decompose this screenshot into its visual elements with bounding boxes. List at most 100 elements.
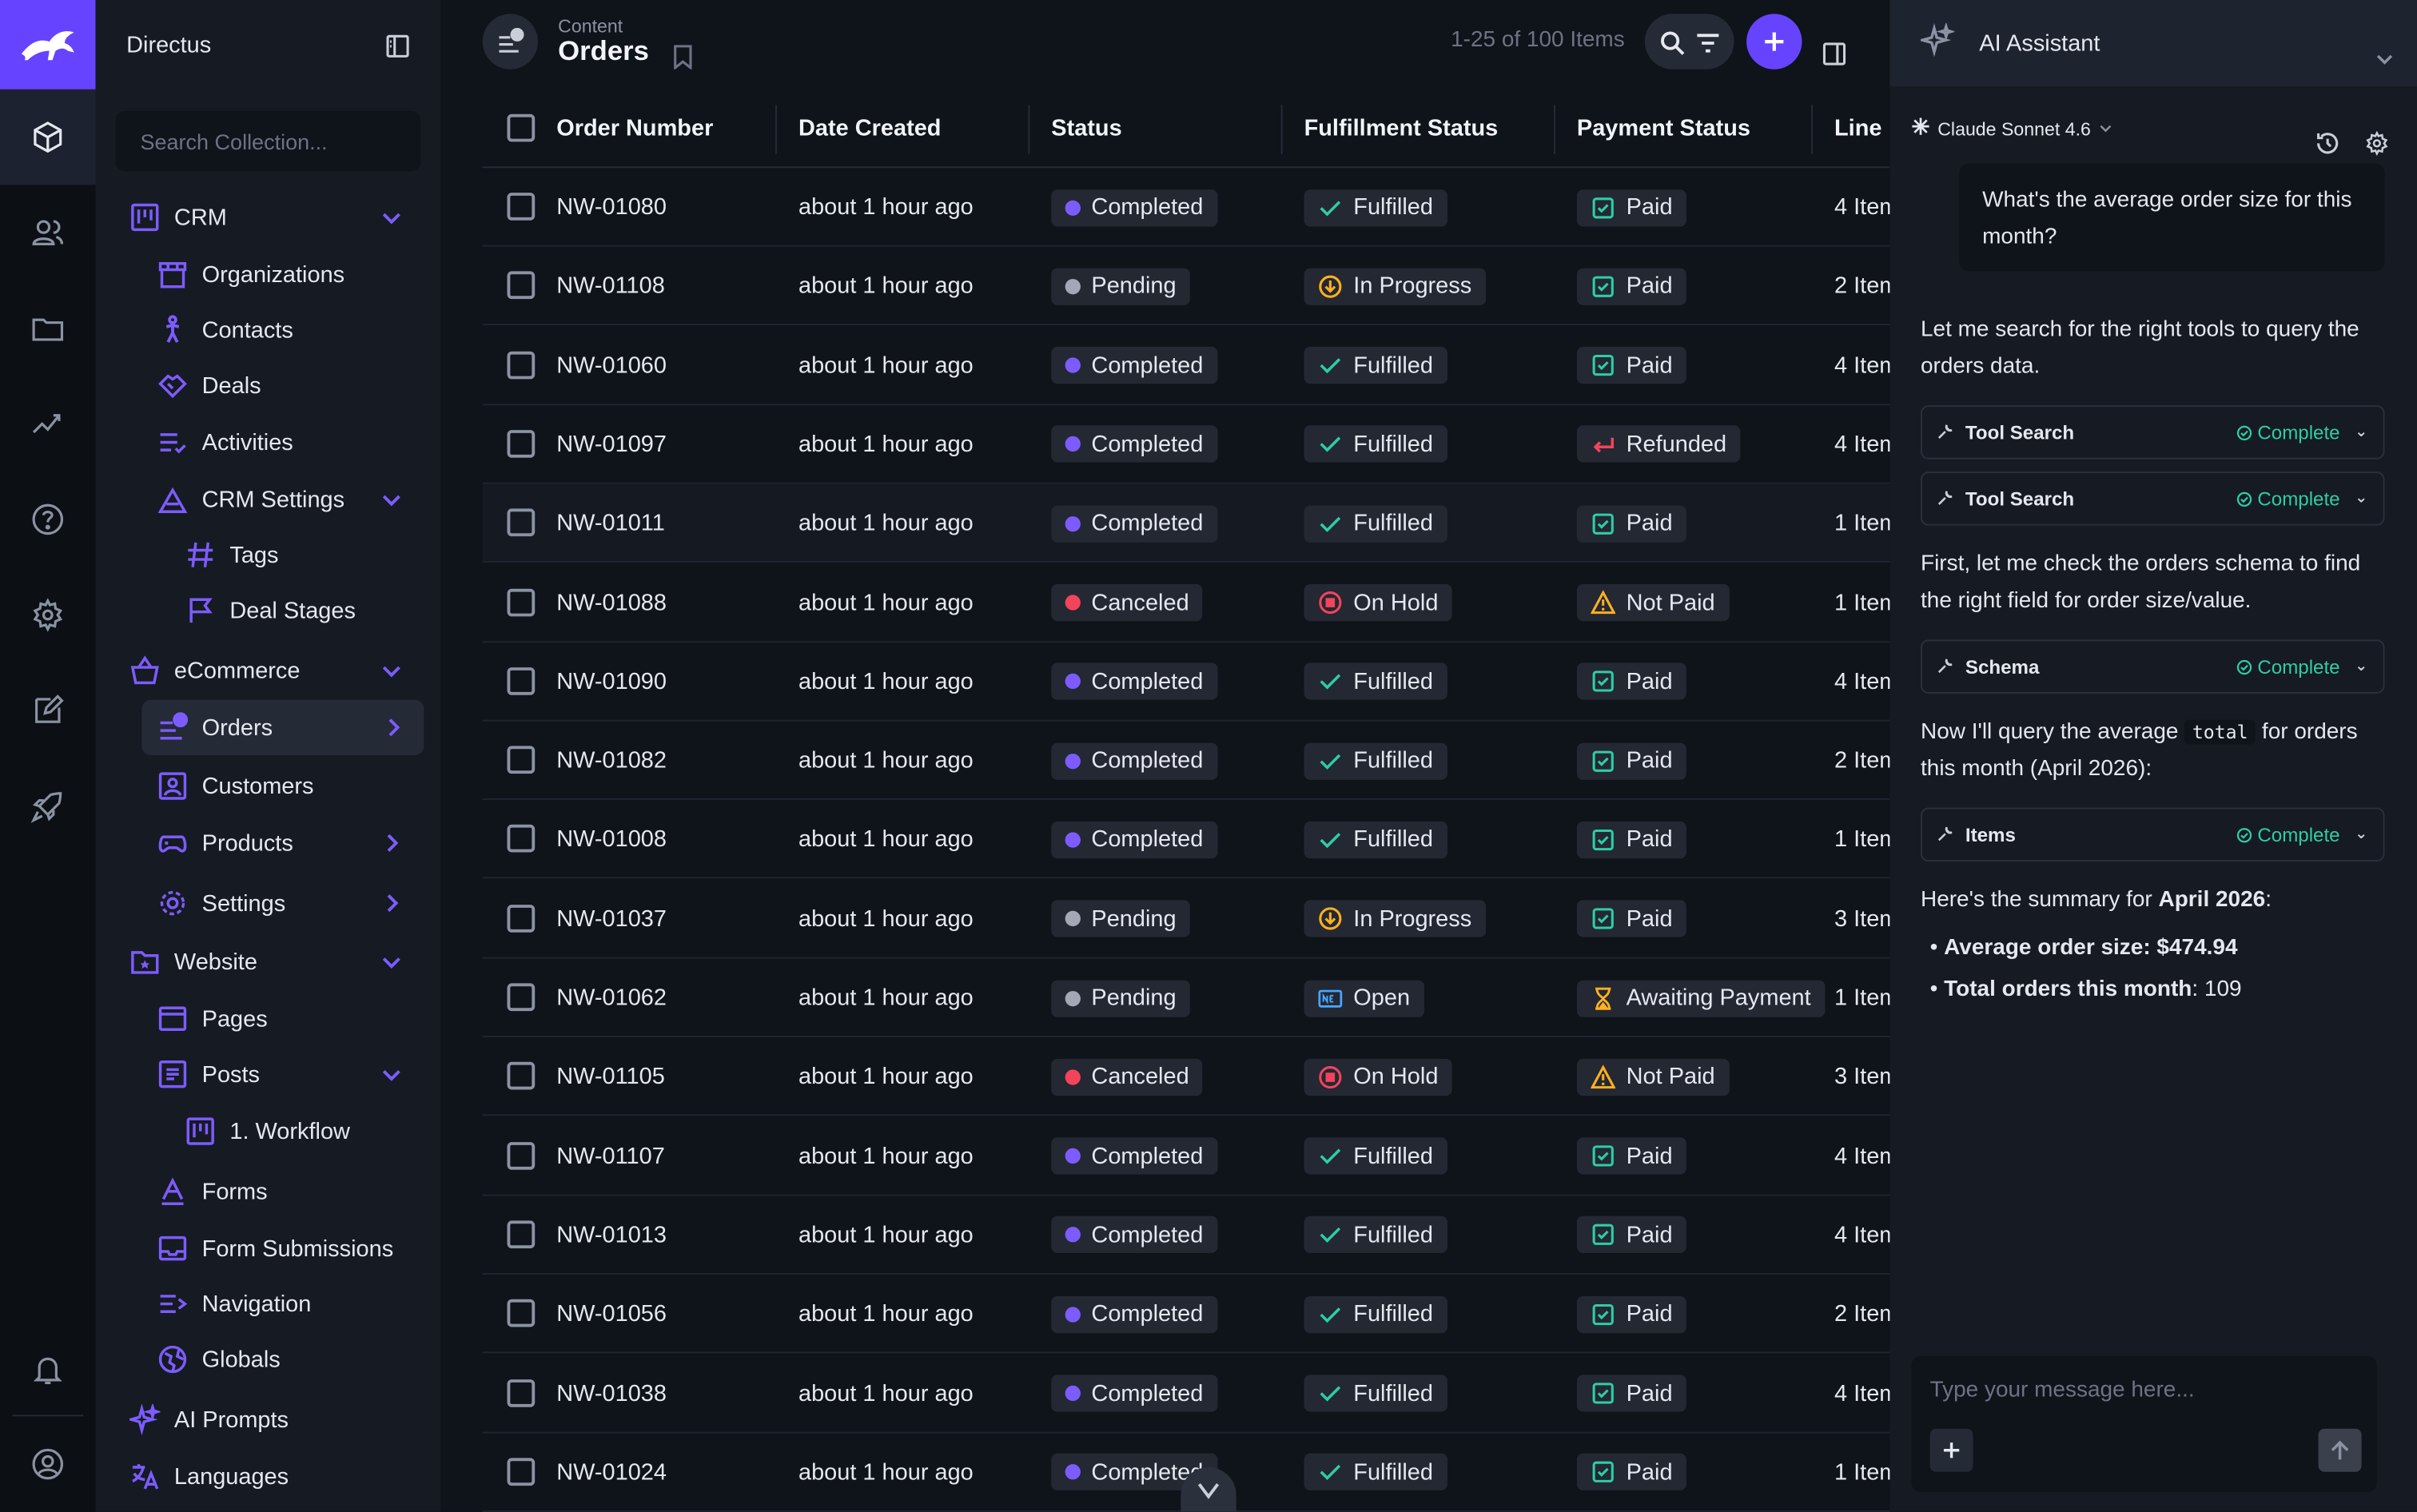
tool-call-card[interactable]: Items Complete ⌄ — [1920, 807, 2385, 862]
filter-icon[interactable] — [1694, 16, 1719, 67]
row-checkbox[interactable] — [507, 1062, 536, 1091]
select-all-header[interactable] — [483, 90, 536, 166]
table-row[interactable]: NW-01105 about 1 hour ago Canceled On Hold N… — [482, 1038, 1890, 1116]
nav-item-pages[interactable]: Pages — [96, 991, 441, 1046]
chevron-down-icon[interactable] — [379, 949, 404, 974]
send-button[interactable] — [2318, 1428, 2362, 1472]
nav-item-deal-stages[interactable]: Deal Stages — [96, 583, 441, 638]
rocket-module-icon[interactable] — [0, 758, 96, 854]
table-row[interactable]: NW-01097 about 1 hour ago Completed Fulfill… — [482, 405, 1890, 484]
row-checkbox[interactable] — [507, 587, 536, 616]
row-checkbox[interactable] — [507, 429, 536, 458]
row-checkbox[interactable] — [507, 1299, 536, 1327]
nav-item-activities[interactable]: Activities — [96, 415, 441, 470]
files-module-icon[interactable] — [0, 281, 96, 376]
collection-search-input[interactable]: Search Collection... — [115, 110, 421, 172]
row-checkbox[interactable] — [507, 1458, 536, 1486]
sidebar-panel-icon[interactable] — [1822, 28, 1847, 79]
search-icon[interactable] — [1659, 16, 1684, 67]
column-divider[interactable] — [1811, 105, 1813, 154]
breadcrumb[interactable]: Content — [558, 15, 623, 38]
tool-call-card[interactable]: Tool Search Complete ⌄ — [1920, 405, 2385, 460]
table-row[interactable]: NW-01060 about 1 hour ago Completed Fulfill… — [482, 326, 1890, 405]
nav-item-form-submissions[interactable]: Form Submissions — [96, 1220, 441, 1275]
table-row[interactable]: NW-01024 about 1 hour ago Completed Fulfill… — [482, 1433, 1890, 1512]
row-checkbox[interactable] — [507, 983, 536, 1012]
chevron-down-icon[interactable] — [379, 205, 404, 229]
directus-logo[interactable] — [0, 0, 96, 90]
chevron-down-icon[interactable]: ⌄ — [2355, 826, 2368, 843]
nav-item-languages[interactable]: Languages — [96, 1449, 441, 1504]
add-item-button[interactable] — [1746, 14, 1802, 70]
table-row[interactable]: NW-01062 about 1 hour ago Pending Open Await… — [482, 959, 1890, 1037]
user-avatar-icon[interactable] — [0, 1416, 96, 1512]
chevron-down-icon[interactable] — [379, 658, 404, 682]
table-row[interactable]: NW-01038 about 1 hour ago Completed Fulfill… — [482, 1354, 1890, 1433]
table-row[interactable]: NW-01011 about 1 hour ago Completed Fulfill… — [482, 483, 1890, 563]
table-row[interactable]: NW-01107 about 1 hour ago Completed Fulfill… — [482, 1116, 1890, 1196]
column-divider[interactable] — [1553, 105, 1555, 154]
nav-item-tags[interactable]: Tags — [96, 527, 441, 583]
table-row[interactable]: NW-01080 about 1 hour ago Completed Fulfill… — [482, 168, 1890, 247]
chevron-right-icon[interactable] — [380, 715, 405, 740]
nav-item-orders[interactable]: Orders — [141, 699, 424, 755]
column-header-order-number[interactable]: Order Number — [556, 114, 714, 141]
column-header-line-items[interactable]: Line — [1834, 114, 1882, 141]
table-row[interactable]: NW-01037 about 1 hour ago Pending In Progre… — [482, 880, 1890, 958]
table-row[interactable]: NW-01088 about 1 hour ago Canceled On Hold N… — [482, 563, 1890, 643]
row-checkbox[interactable] — [507, 1141, 536, 1170]
model-selector[interactable]: Claude Sonnet 4.6 — [1911, 117, 2113, 141]
row-checkbox[interactable] — [507, 508, 536, 537]
row-checkbox[interactable] — [507, 1220, 536, 1248]
row-checkbox[interactable] — [507, 666, 536, 695]
chevron-right-icon[interactable] — [379, 830, 404, 855]
insights-module-icon[interactable] — [0, 376, 96, 472]
column-header-date-created[interactable]: Date Created — [798, 114, 942, 141]
sidebar-toggle-icon[interactable] — [385, 19, 410, 70]
row-checkbox[interactable] — [507, 272, 536, 300]
nav-item-posts[interactable]: Posts — [96, 1046, 441, 1101]
nav-item-settings[interactable]: Settings — [96, 875, 441, 930]
row-checkbox[interactable] — [507, 904, 536, 933]
nav-item-organizations[interactable]: Organizations — [96, 247, 441, 302]
nav-item-globals[interactable]: Globals — [96, 1331, 441, 1387]
table-row[interactable]: NW-01008 about 1 hour ago Completed Fulfill… — [482, 801, 1890, 880]
chevron-down-icon[interactable] — [379, 1062, 404, 1087]
nav-item-forms[interactable]: Forms — [96, 1164, 441, 1219]
chevron-down-icon[interactable]: ⌄ — [2355, 490, 2368, 507]
help-module-icon[interactable] — [0, 472, 96, 567]
nav-item-crm[interactable]: CRM — [96, 189, 441, 245]
chevron-down-icon[interactable]: ⌄ — [2355, 424, 2368, 441]
chevron-down-icon[interactable] — [379, 487, 404, 511]
table-row[interactable]: NW-01013 about 1 hour ago Completed Fulfill… — [482, 1196, 1890, 1275]
tool-call-card[interactable]: Schema Complete ⌄ — [1920, 639, 2385, 694]
nav-item-ai-prompts[interactable]: AI Prompts — [96, 1391, 441, 1446]
nav-item-workflow[interactable]: 1. Workflow — [96, 1104, 441, 1159]
table-row[interactable]: NW-01090 about 1 hour ago Completed Fulfill… — [482, 643, 1890, 722]
column-header-fulfillment-status[interactable]: Fulfillment Status — [1304, 114, 1499, 141]
nav-item-website[interactable]: Website — [96, 934, 441, 989]
column-header-status[interactable]: Status — [1051, 114, 1122, 141]
gear-icon[interactable] — [2364, 117, 2389, 169]
attach-button[interactable] — [1929, 1428, 1973, 1472]
bookmark-icon[interactable] — [672, 31, 694, 82]
nav-item-navigation[interactable]: Navigation — [96, 1276, 441, 1331]
ai-assistant-header[interactable]: AI Assistant — [1889, 0, 2417, 86]
content-module-icon[interactable] — [0, 89, 96, 185]
column-divider[interactable] — [1028, 105, 1030, 154]
nav-item-crm-settings[interactable]: CRM Settings — [96, 472, 441, 527]
row-checkbox[interactable] — [507, 746, 536, 774]
notifications-icon[interactable] — [0, 1323, 96, 1418]
message-composer[interactable]: Type your message here... — [1911, 1356, 2377, 1492]
settings-module-icon[interactable] — [0, 567, 96, 663]
row-checkbox[interactable] — [507, 350, 536, 379]
nav-item-deals[interactable]: Deals — [96, 357, 441, 412]
chevron-down-icon[interactable]: ⌄ — [2355, 658, 2368, 675]
nav-item-ecommerce[interactable]: eCommerce — [96, 643, 441, 698]
chevron-right-icon[interactable] — [379, 891, 404, 916]
users-module-icon[interactable] — [0, 185, 96, 281]
column-divider[interactable] — [1280, 105, 1283, 154]
nav-item-products[interactable]: Products — [96, 815, 441, 870]
row-checkbox[interactable] — [507, 825, 536, 853]
table-row[interactable]: NW-01056 about 1 hour ago Completed Fulfill… — [482, 1275, 1890, 1354]
